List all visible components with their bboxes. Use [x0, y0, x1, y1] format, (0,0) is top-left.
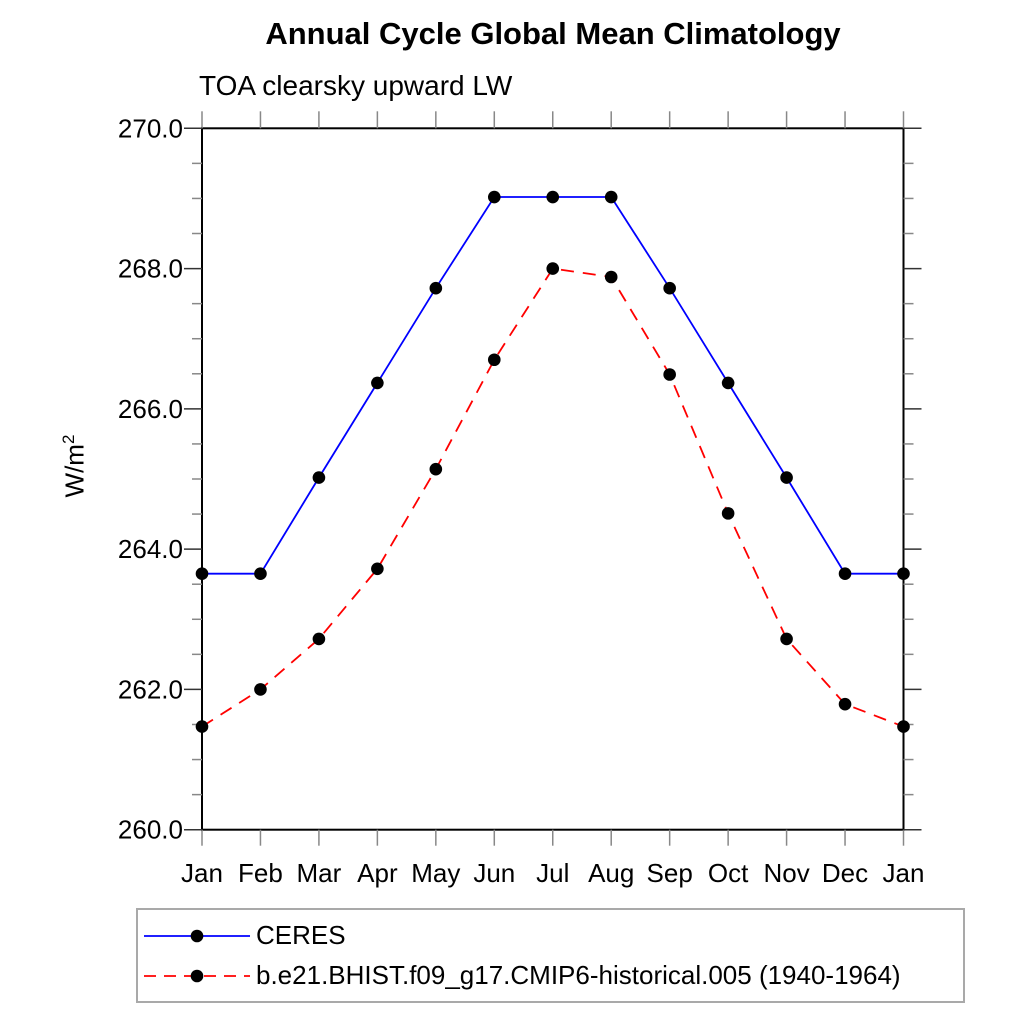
- y-tick-label: 266.0: [118, 394, 183, 424]
- x-tick-label: Aug: [588, 858, 634, 888]
- data-point-marker: [663, 281, 676, 295]
- legend-label-model: b.e21.BHIST.f09_g17.CMIP6-historical.005…: [256, 960, 901, 990]
- data-point-marker: [312, 632, 326, 646]
- plot-border: [201, 127, 905, 831]
- data-point-marker: [195, 720, 209, 733]
- x-tick-label: Sep: [647, 858, 693, 888]
- data-point-marker: [663, 368, 676, 381]
- x-tick-label: Jan: [883, 858, 925, 888]
- x-tick-label: Dec: [822, 858, 868, 888]
- y-tick-label: 264.0: [118, 534, 183, 564]
- legend-line-sample-model: [144, 969, 250, 982]
- x-tick-label: Oct: [708, 858, 749, 888]
- data-point-marker: [312, 471, 326, 484]
- data-point-marker: [604, 190, 618, 204]
- y-tick-label: 268.0: [118, 254, 183, 284]
- data-point-marker: [487, 190, 501, 204]
- data-point-marker: [371, 376, 384, 390]
- legend: CERES b.e21.BHIST.f09_g17.CMIP6-historic…: [136, 908, 965, 1003]
- x-tick-label: Jul: [536, 858, 569, 888]
- data-point-marker: [780, 471, 793, 484]
- data-point-marker: [546, 262, 560, 275]
- data-point-marker: [721, 507, 735, 520]
- chart-subtitle: TOA clearsky upward LW: [199, 70, 513, 101]
- legend-sample-marker: [190, 929, 204, 942]
- data-point-marker: [429, 462, 443, 476]
- data-point-marker: [254, 567, 267, 580]
- series-line-ceres: [202, 196, 904, 575]
- data-point-marker: [604, 270, 618, 284]
- data-point-marker: [780, 632, 793, 646]
- x-tick-label: Apr: [357, 858, 398, 888]
- legend-label-ceres: CERES: [256, 920, 346, 950]
- data-point-marker: [429, 281, 443, 295]
- data-point-marker: [371, 562, 384, 576]
- chart-title: Annual Cycle Global Mean Climatology: [265, 16, 841, 51]
- legend-item-ceres: CERES: [142, 918, 963, 954]
- data-point-marker: [195, 567, 209, 580]
- data-point-marker: [838, 567, 852, 580]
- y-tick-label: 270.0: [118, 113, 183, 143]
- legend-item-model: b.e21.BHIST.f09_g17.CMIP6-historical.005…: [142, 958, 963, 994]
- data-point-marker: [897, 567, 910, 580]
- x-tick-label: May: [411, 858, 460, 888]
- data-point-marker: [721, 376, 735, 390]
- data-point-marker: [487, 353, 501, 367]
- x-tick-label: Nov: [763, 858, 809, 888]
- x-tick-label: Mar: [297, 858, 342, 888]
- legend-line-sample-ceres: [144, 929, 250, 942]
- y-tick-label: 260.0: [118, 815, 183, 845]
- legend-sample-marker: [190, 969, 204, 982]
- x-tick-label: Feb: [238, 858, 283, 888]
- x-tick-label: Jan: [181, 858, 223, 888]
- x-tick-label: Jun: [473, 858, 515, 888]
- data-point-marker: [546, 190, 560, 204]
- data-point-marker: [838, 697, 852, 711]
- y-tick-label: 262.0: [118, 674, 183, 704]
- data-point-marker: [897, 720, 910, 733]
- data-point-marker: [254, 683, 267, 696]
